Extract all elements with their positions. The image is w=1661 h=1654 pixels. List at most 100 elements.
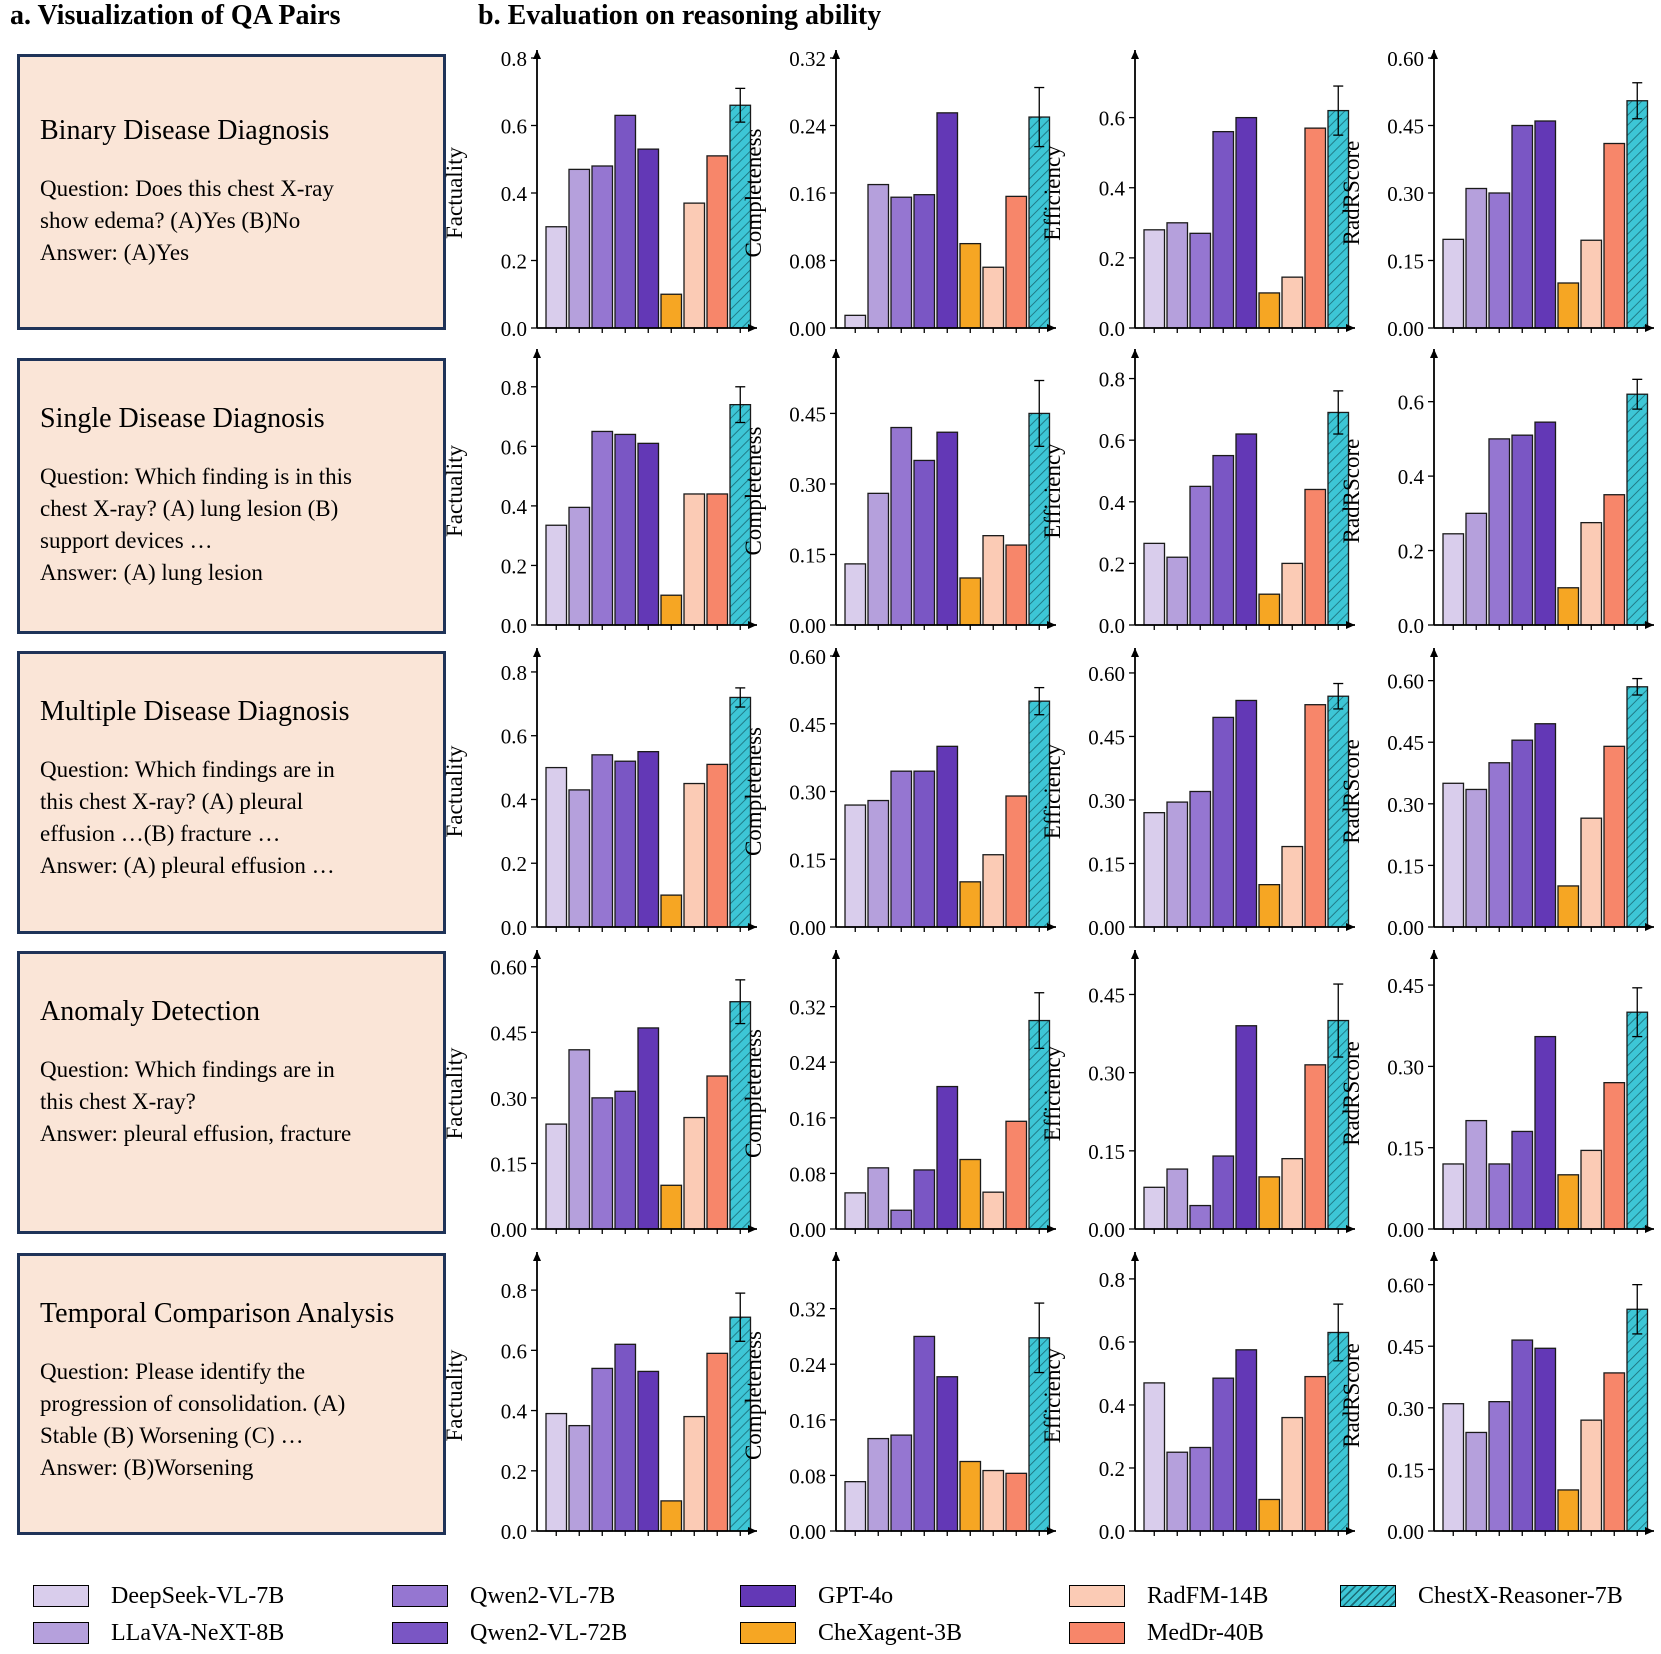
x-axis-arrow [1645,923,1654,931]
legend-swatch [1069,1585,1125,1607]
bar-qwen2-vl-72b [614,114,637,329]
bar-llava-next-8b [1166,222,1189,329]
y-tick-label: 0.15 [1387,1458,1424,1482]
bar-qwen2-vl-72b [1511,739,1534,928]
y-axis-arrow [832,349,840,358]
y-tick-label: 0.0 [501,916,527,940]
qa-text-line: Answer: (A) pleural effusion … [40,853,335,878]
bar-llava-next-8b [1465,1431,1488,1532]
legend-label: MedDr-40B [1147,1619,1264,1646]
y-tick-label: 0.45 [1387,974,1424,998]
bar-deepseek-vl-7b [545,1123,568,1230]
y-tick-label: 0.4 [501,1400,528,1424]
y-tick-label: 0.8 [501,47,527,71]
y-axis-arrow [533,950,541,959]
y-tick-label: 0.60 [1387,670,1424,694]
bar-llava-next-8b [867,1167,890,1230]
bar-chexagent-3b [959,1460,982,1532]
x-axis-arrow [1645,1225,1654,1233]
y-tick-label: 0.16 [789,1409,826,1433]
legend-item: DeepSeek-VL-7B [33,1579,284,1613]
bar-meddr-40b [1304,127,1327,329]
y-tick-label: 0.15 [789,848,826,872]
qa-text-line: Question: Does this chest X-ray [40,176,334,201]
y-tick-label: 0.00 [789,916,826,940]
chart-panel: 0.0 0.2 0.4 0.6 0.8 Efficiency [1040,349,1355,638]
legend-label: LLaVA-NeXT-8B [111,1619,285,1646]
qa-box: Anomaly Detection Question: Which finding… [17,951,446,1234]
qa-title: Anomaly Detection [40,996,261,1027]
y-tick-label: 0.08 [789,1464,826,1488]
bar-qwen2-vl-72b [1212,1155,1235,1230]
bar-qwen2-vl-72b [1511,124,1534,329]
bar-meddr-40b [1603,745,1626,928]
bar-chexagent-3b [959,242,982,329]
chart-panel: 0.00 0.15 0.30 0.45 Completeness [741,349,1056,638]
bar-gpt-4o [1235,699,1258,928]
bar-meddr-40b [706,493,729,626]
bar-llava-next-8b [1166,1168,1189,1230]
y-tick-label: 0.24 [789,115,826,139]
y-tick-label: 0.00 [1387,1218,1424,1242]
bar-chestx-reasoner-7b [1626,686,1649,928]
bar-radfm-14b [683,1116,706,1230]
y-axis-label: Factuality [442,445,467,537]
x-axis-arrow [1047,1527,1056,1535]
y-tick-label: 0.0 [501,614,527,638]
bar-llava-next-8b [1166,801,1189,928]
y-tick-label: 0.60 [1387,1274,1424,1298]
bar-deepseek-vl-7b [844,314,867,329]
bar-chexagent-3b [1557,885,1580,928]
y-tick-label: 0.00 [789,614,826,638]
chart-panel: 0.00 0.15 0.30 0.45 0.60 RadRScore [1339,1252,1654,1544]
bar-qwen2-vl-72b [913,1335,936,1532]
qa-text-line: Question: Which findings are in [40,1057,335,1082]
y-tick-label: 0.6 [501,435,527,459]
y-tick-label: 0.24 [789,1353,826,1377]
y-axis-label: Efficiency [1040,1347,1065,1443]
y-tick-label: 0.2 [1099,552,1125,576]
bar-qwen2-vl-7b [1189,1204,1212,1230]
bar-chestx-reasoner-7b [1626,1308,1649,1532]
qa-text-line: Stable (B) Worsening (C) … [40,1423,304,1448]
chart-panel: 0.0 0.2 0.4 0.6 0.8 Factuality [442,1252,757,1544]
y-tick-label: 0.08 [789,250,826,274]
bar-gpt-4o [936,1376,959,1532]
bar-qwen2-vl-7b [1189,232,1212,329]
bar-qwen2-vl-72b [1212,130,1235,329]
y-tick-label: 0.4 [1398,465,1425,489]
bar-deepseek-vl-7b [1442,1403,1465,1532]
chart-panel: 0.0 0.2 0.4 0.6 0.8 Factuality [442,349,757,638]
bar-chexagent-3b [660,594,683,626]
bar-llava-next-8b [1465,1119,1488,1230]
qa-text-line: effusion …(B) fracture … [40,821,281,846]
y-tick-label: 0.32 [789,1298,826,1322]
bar-llava-next-8b [1465,788,1488,928]
legend-label: Qwen2-VL-72B [470,1619,628,1646]
chart-panel: 0.0 0.2 0.4 0.6 Efficiency [1040,50,1355,341]
bar-meddr-40b [1603,1082,1626,1230]
bar-gpt-4o [1534,723,1557,928]
chart-panel: 0.00 0.15 0.30 0.45 0.60 Completeness [741,645,1056,940]
y-axis-label: RadRScore [1339,1041,1364,1146]
qa-title: Single Disease Diagnosis [40,403,325,434]
y-axis-label: Efficiency [1040,1045,1065,1141]
qa-title: Temporal Comparison Analysis [40,1298,395,1329]
bar-gpt-4o [637,442,660,626]
qa-title: Multiple Disease Diagnosis [40,696,350,727]
qa-text-line: chest X-ray? (A) lung lesion (B) [40,496,339,521]
bar-meddr-40b [1005,1472,1028,1532]
bar-deepseek-vl-7b [844,804,867,928]
y-tick-label: 0.60 [789,645,826,669]
y-axis-label: Factuality [442,745,467,837]
bar-deepseek-vl-7b [1442,533,1465,626]
bar-radfm-14b [982,266,1005,329]
bar-gpt-4o [936,431,959,626]
bar-chestx-reasoner-7b [1626,393,1649,626]
bar-meddr-40b [1005,544,1028,626]
bar-chexagent-3b [1258,1176,1281,1230]
bar-llava-next-8b [867,1437,890,1532]
y-axis-arrow [832,950,840,959]
chart-panel: 0.0 0.2 0.4 0.6 0.8 Factuality [442,648,757,940]
y-tick-label: 0.45 [789,713,826,737]
